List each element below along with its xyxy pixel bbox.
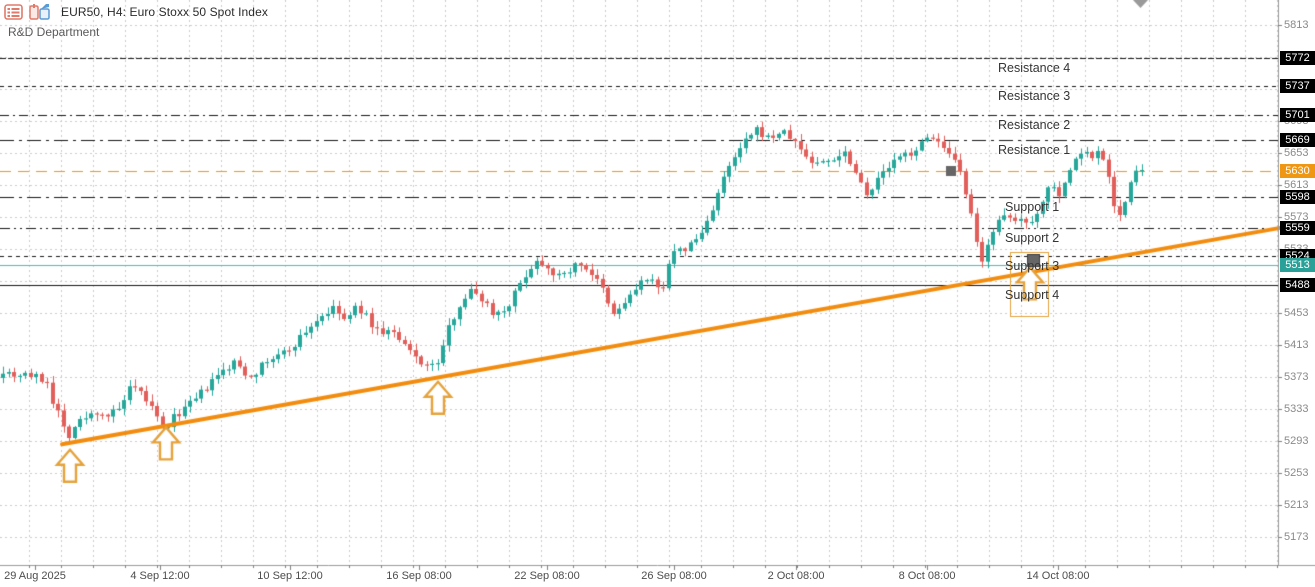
price-tick-label: 5413 — [1284, 339, 1309, 351]
time-tick-label: 29 Aug 2025 — [4, 570, 66, 582]
level-label-support-4: Support 4 — [1005, 288, 1060, 302]
price-tick-label: 5333 — [1284, 403, 1309, 415]
level-label-resistance-3: Resistance 3 — [998, 88, 1071, 103]
price-tick-label: 5453 — [1284, 307, 1309, 319]
price-tick-label: 5213 — [1284, 499, 1309, 511]
price-tick-label: 5293 — [1284, 435, 1309, 447]
time-tick-label: 16 Sep 08:00 — [386, 570, 452, 582]
selected-object-handle[interactable] — [1027, 254, 1040, 267]
price-level-badge-5701: 5701 — [1280, 107, 1315, 122]
price-tick-label: 5613 — [1284, 179, 1309, 191]
time-tick-label: 4 Sep 12:00 — [130, 570, 190, 582]
bar-chart-icon[interactable] — [29, 3, 51, 20]
price-level-badge-5559: 5559 — [1280, 221, 1315, 236]
chart-title: EUR50, H4: Euro Stoxx 50 Spot Index — [61, 4, 268, 19]
price-level-badge-5488: 5488 — [1280, 278, 1315, 292]
level-label-support-3: Support 3 — [1005, 259, 1060, 274]
price-tick-label: 5653 — [1284, 147, 1309, 159]
indicator-watermark: R&D Department — [8, 25, 100, 39]
price-level-badge-5669: 5669 — [1280, 133, 1315, 148]
price-level-badge-5513: 5513 — [1280, 258, 1315, 272]
time-tick-label: 2 Oct 08:00 — [767, 570, 825, 582]
price-tick-label: 5573 — [1284, 211, 1309, 223]
price-tick-label: 5373 — [1284, 371, 1309, 383]
price-tick-label: 5173 — [1284, 531, 1309, 543]
time-tick-label: 14 Oct 08:00 — [1026, 570, 1090, 582]
price-level-badge-5598: 5598 — [1280, 190, 1315, 204]
priceline-selection-handle[interactable] — [946, 166, 956, 176]
price-tick-label: 5813 — [1284, 19, 1309, 31]
up-arrow-object-4[interactable] — [1016, 267, 1044, 301]
chart-header: EUR50, H4: Euro Stoxx 50 Spot Index — [4, 3, 268, 20]
time-tick-label: 10 Sep 12:00 — [257, 570, 323, 582]
level-label-support-1: Support 1 — [1005, 200, 1060, 214]
price-tick-label: 5253 — [1284, 467, 1309, 479]
up-arrow-object-3[interactable] — [424, 382, 452, 416]
price-level-badge-5772: 5772 — [1280, 50, 1315, 65]
time-tick-label: 8 Oct 08:00 — [898, 570, 956, 582]
level-label-support-2: Support 2 — [1005, 231, 1060, 246]
level-label-resistance-1: Resistance 1 — [998, 143, 1071, 158]
up-arrow-object-2[interactable] — [152, 427, 180, 461]
time-tick-label: 22 Sep 08:00 — [514, 570, 580, 582]
list-icon[interactable] — [4, 3, 23, 20]
level-label-resistance-2: Resistance 2 — [998, 117, 1071, 132]
price-level-badge-5630: 5630 — [1280, 164, 1315, 179]
up-arrow-object-1[interactable] — [56, 450, 84, 484]
time-tick-label: 26 Sep 08:00 — [641, 570, 707, 582]
price-level-badge-5737: 5737 — [1280, 78, 1315, 93]
level-label-resistance-4: Resistance 4 — [998, 60, 1071, 75]
